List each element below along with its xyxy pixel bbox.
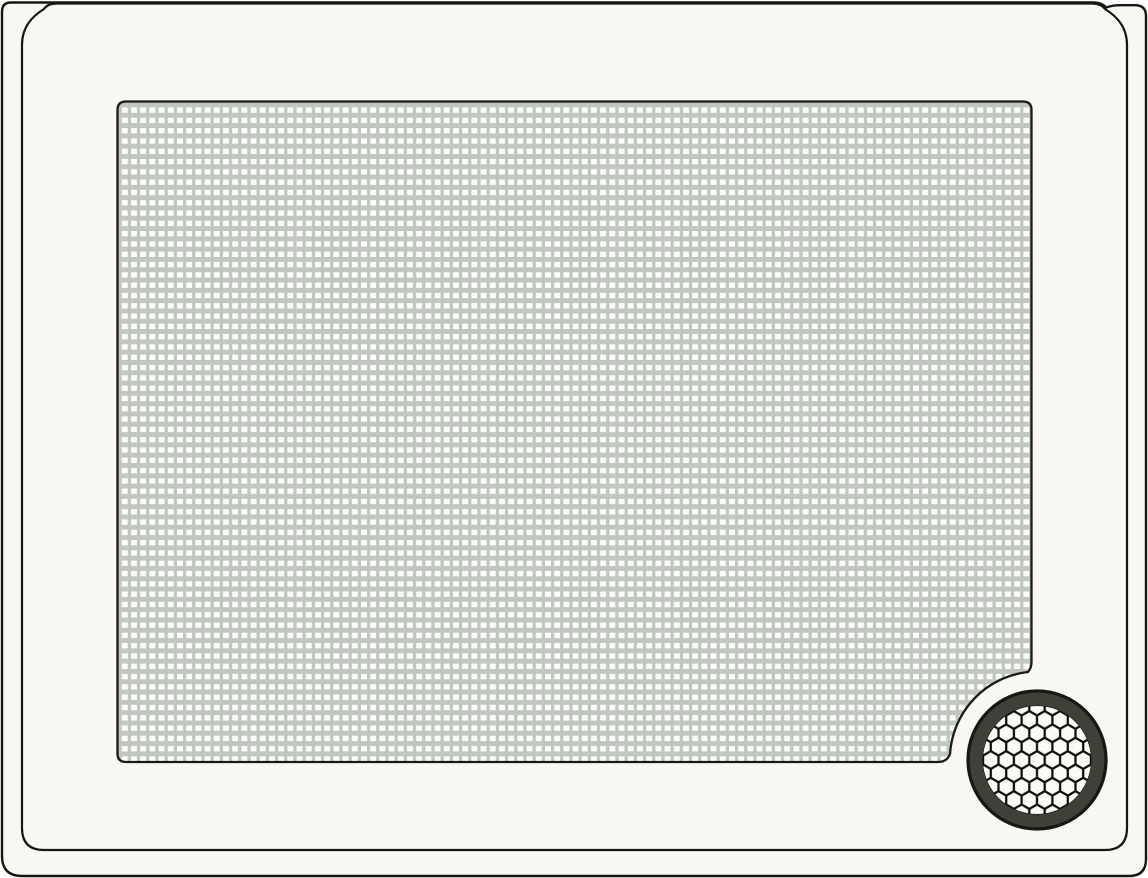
mesh-screen <box>116 100 1033 764</box>
speaker-grille <box>966 689 1108 831</box>
grille-honeycomb <box>983 706 1091 814</box>
